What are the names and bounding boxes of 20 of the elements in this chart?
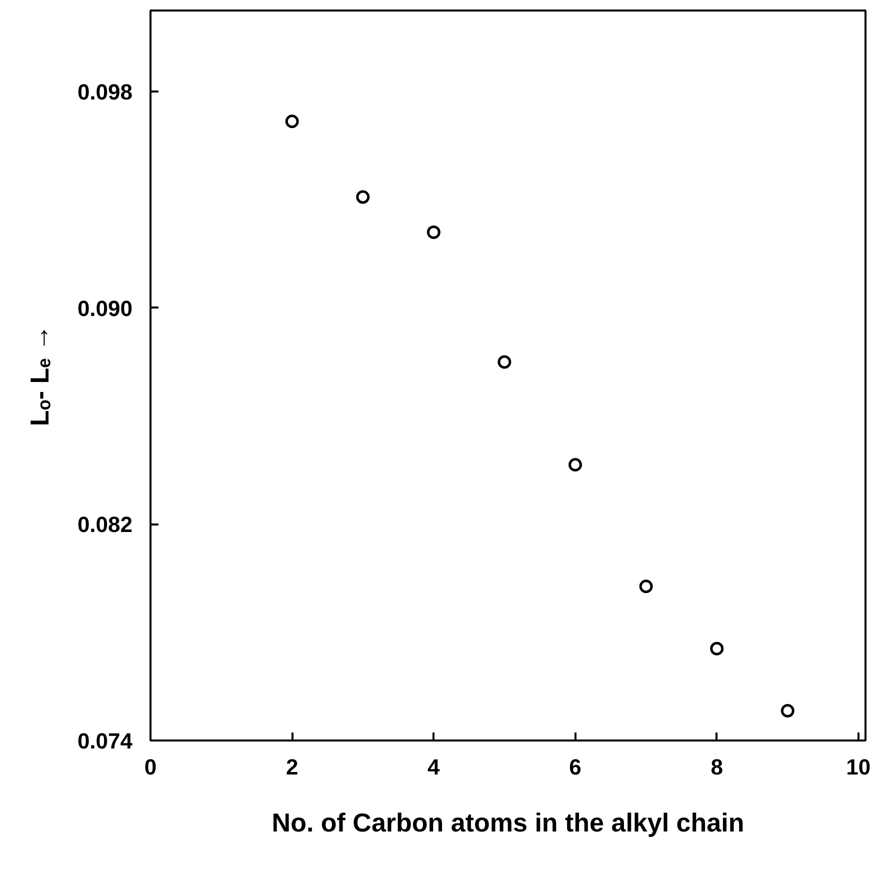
x-tick-label: 10 bbox=[846, 754, 871, 780]
x-tick-label: 6 bbox=[569, 754, 582, 780]
point bbox=[285, 114, 299, 128]
y-tick-label: 0.082 bbox=[77, 512, 133, 538]
y-axis-title: Lₒ- Lₑ → bbox=[24, 324, 54, 426]
x-tick-label: 0 bbox=[144, 754, 157, 780]
point bbox=[780, 704, 794, 718]
point bbox=[639, 580, 653, 594]
x-tick-label: 2 bbox=[286, 754, 298, 780]
x-tick-label: 4 bbox=[428, 754, 441, 780]
y-tick-label: 0.098 bbox=[77, 80, 133, 105]
point bbox=[426, 225, 440, 239]
point bbox=[568, 458, 582, 472]
x-axis-title: No. of Carbon atoms in the alkyl chain bbox=[272, 808, 744, 838]
point bbox=[356, 190, 370, 204]
y-tick-label: 0.074 bbox=[77, 728, 134, 754]
x-tick-label: 8 bbox=[710, 754, 723, 780]
point bbox=[498, 355, 512, 369]
y-tick-label: 0.090 bbox=[77, 296, 133, 321]
point bbox=[710, 642, 724, 656]
